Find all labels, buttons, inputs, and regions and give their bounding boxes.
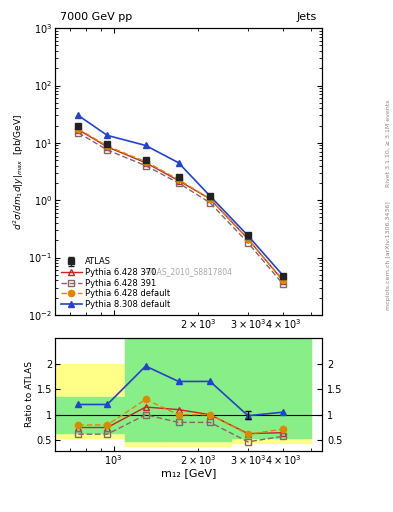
Pythia 8.308 default (105, 132, 110, 138)
Pythia 6.428 391 (246, 240, 250, 246)
Text: mcplots.cern.ch [arXiv:1306.3436]: mcplots.cern.ch [arXiv:1306.3436] (386, 202, 391, 310)
Pythia 8.308 default (281, 273, 286, 279)
Pythia 6.428 default (281, 278, 286, 284)
Pythia 6.428 391 (143, 163, 148, 169)
Pythia 8.308 default (76, 113, 81, 119)
Pythia 6.428 default (76, 126, 81, 132)
Line: Pythia 8.308 default: Pythia 8.308 default (75, 112, 286, 279)
Pythia 6.428 370 (76, 126, 81, 133)
X-axis label: m₁₂ [GeV]: m₁₂ [GeV] (161, 468, 216, 479)
Pythia 6.428 391 (208, 200, 213, 206)
Pythia 6.428 370 (105, 144, 110, 150)
Pythia 6.428 default (246, 236, 250, 242)
Pythia 8.308 default (176, 160, 181, 166)
Text: Rivet 3.1.10, ≥ 3.1M events: Rivet 3.1.10, ≥ 3.1M events (386, 100, 391, 187)
Pythia 6.428 391 (176, 180, 181, 186)
Pythia 6.428 391 (281, 281, 286, 287)
Pythia 6.428 370 (246, 236, 250, 242)
Pythia 6.428 370 (176, 178, 181, 184)
Pythia 6.428 370 (143, 160, 148, 166)
Text: 7000 GeV pp: 7000 GeV pp (61, 12, 132, 23)
Pythia 8.308 default (246, 232, 250, 239)
Pythia 6.428 391 (105, 147, 110, 153)
Pythia 8.308 default (208, 193, 213, 199)
Line: Pythia 6.428 370: Pythia 6.428 370 (75, 126, 286, 284)
Y-axis label: Ratio to ATLAS: Ratio to ATLAS (25, 361, 34, 427)
Pythia 8.308 default (143, 142, 148, 148)
Pythia 6.428 default (105, 143, 110, 149)
Y-axis label: $d^2\sigma/dm_1d|y|_{max}$  [pb/GeV]: $d^2\sigma/dm_1d|y|_{max}$ [pb/GeV] (11, 113, 26, 230)
Pythia 6.428 370 (208, 196, 213, 202)
Legend: ATLAS, Pythia 6.428 370, Pythia 6.428 391, Pythia 6.428 default, Pythia 8.308 de: ATLAS, Pythia 6.428 370, Pythia 6.428 39… (59, 255, 172, 311)
Text: Jets: Jets (297, 12, 317, 23)
Pythia 6.428 default (143, 159, 148, 165)
Pythia 6.428 391 (76, 130, 81, 136)
Pythia 6.428 default (176, 176, 181, 182)
Pythia 6.428 370 (281, 278, 286, 284)
Line: Pythia 6.428 default: Pythia 6.428 default (75, 126, 286, 284)
Text: ATLAS_2010_S8817804: ATLAS_2010_S8817804 (144, 267, 233, 276)
Line: Pythia 6.428 391: Pythia 6.428 391 (75, 130, 286, 288)
Pythia 6.428 default (208, 196, 213, 202)
